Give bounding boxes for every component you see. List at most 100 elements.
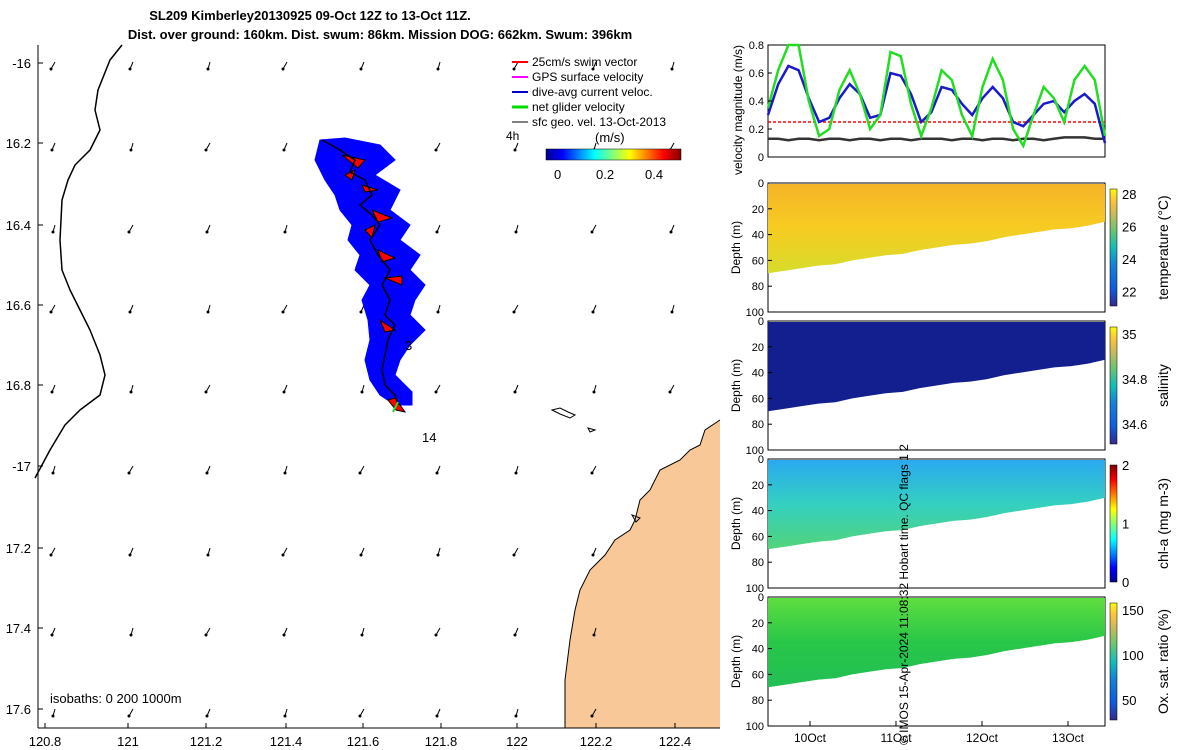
swim-vector <box>364 224 376 240</box>
colorbar-label: temperature (°C) <box>1155 195 1171 299</box>
net-glider-vector <box>392 401 399 413</box>
geo-arrow-head <box>283 471 287 475</box>
geo-arrow-head <box>435 471 439 475</box>
geo-arrow-head <box>359 553 363 557</box>
colorbar-label: chl-a (mg m-3) <box>1155 478 1171 569</box>
time-label: 4h <box>506 129 519 143</box>
colorbar-tick-label: 34.8 <box>1122 372 1147 387</box>
map-x-tick-label: 122.4 <box>659 734 692 749</box>
colorbar-tick: 0.2 <box>596 167 614 182</box>
depth-tick-label: 100 <box>746 583 764 595</box>
geo-arrow-head <box>281 310 285 314</box>
colorbar-label: Ox. sat. ratio (%) <box>1155 609 1171 714</box>
depth-tick-label: 0 <box>758 316 764 328</box>
depth-tick-label: 80 <box>752 557 764 569</box>
colorbar-tick: 0.4 <box>645 167 663 182</box>
depth-axis-label: Depth (m) <box>729 221 743 274</box>
section-data <box>768 184 1105 274</box>
map-y-tick-label: 16.6 <box>6 298 31 313</box>
legend-dive: dive-avg current veloc. <box>532 85 653 99</box>
velocity-panel: 0 0.2 0.4 0.6 0.8 velocity magnitude (m/s) <box>731 40 1107 175</box>
legend-net: net glider velocity <box>532 100 625 114</box>
map-y-tick-label: 17.2 <box>6 541 31 556</box>
geo-arrow-head <box>512 67 516 71</box>
glider-track <box>321 139 399 406</box>
geo-arrow-head <box>591 67 595 71</box>
right-panels: 0 0.2 0.4 0.6 0.8 velocity magnitude (m/s) 0… <box>729 40 1171 745</box>
title-line-1: SL209 Kimberley20130925 09-Oct 12Z to 13… <box>149 8 471 23</box>
map-legend: 25cm/s swim vector GPS surface velocity … <box>506 55 666 145</box>
map-x-tick-label: 120.8 <box>29 734 62 749</box>
geo-arrow-head <box>206 553 210 557</box>
geo-arrow-head <box>51 230 55 234</box>
geo-arrow-head <box>512 310 516 314</box>
swim-vectors <box>341 154 407 413</box>
geo-arrow-head <box>434 148 438 152</box>
legend-swim: 25cm/s swim vector <box>532 55 637 69</box>
geo-arrow-head <box>49 310 53 314</box>
geo-arrow-head <box>512 553 516 557</box>
swim-vector <box>378 318 397 333</box>
geo-arrow-head <box>127 230 131 234</box>
geo-arrow-head <box>514 230 518 234</box>
geo-arrow-head <box>49 67 53 71</box>
geo-arrow-head <box>436 67 440 71</box>
section-panel: 0 20 40 60 80 100 Depth (m) 28 26 24 22 temperature… <box>729 178 1171 319</box>
geo-arrow-head <box>281 553 285 557</box>
geo-arrow-head <box>282 633 286 637</box>
depth-tick-label: 20 <box>752 480 764 492</box>
depth-tick-label: 20 <box>752 618 764 630</box>
geo-velocity-arrows <box>49 61 675 718</box>
isobaths-label: isobaths: 0 200 1000m <box>50 691 182 706</box>
geo-arrow-head <box>670 310 674 314</box>
geo-arrow-head <box>128 310 132 314</box>
map-y-tick-label: 16.8 <box>6 378 31 393</box>
swim-vector <box>341 154 366 169</box>
map-y-tick-label: 17.6 <box>6 702 31 717</box>
geo-arrow-head <box>435 714 439 718</box>
geo-arrow-head <box>513 390 517 394</box>
colorbar-tick-label: 1 <box>1122 517 1129 532</box>
section-colorbar <box>1109 326 1118 445</box>
geo-arrow-head <box>668 390 672 394</box>
geo-arrow-head <box>129 390 133 394</box>
geo-arrow-head <box>590 714 594 718</box>
geo-arrow-head <box>436 553 440 557</box>
geo-arrow-head <box>283 230 287 234</box>
section-panel: 0 20 40 60 80 100 Depth (m) 150 100 50 Ox. sat. ra… <box>729 592 1171 733</box>
colorbar-label: salinity <box>1155 364 1171 407</box>
depth-tick-label: 60 <box>752 255 764 267</box>
island <box>630 514 641 523</box>
time-tick-label: 10Oct <box>794 731 827 745</box>
map-y-tick-label: -17 <box>12 459 31 474</box>
geo-arrow-head <box>204 633 208 637</box>
section-colorbar <box>1109 188 1118 307</box>
velocity-y-tick-label: 0 <box>758 152 764 164</box>
geo-arrow-head <box>360 390 364 394</box>
geo-arrow-head <box>281 67 285 71</box>
colorbar-tick-label: 22 <box>1122 284 1136 299</box>
swim-vector <box>361 184 379 193</box>
geo-arrow-head <box>513 633 517 637</box>
map-x-tick-label: 122 <box>506 734 528 749</box>
geo-arrow-head <box>50 390 54 394</box>
geo-arrow-head <box>205 471 209 475</box>
section-data <box>768 460 1105 550</box>
geo-arrow-head <box>206 310 210 314</box>
depth-axis-label: Depth (m) <box>729 635 743 688</box>
colorbar-tick-label: 26 <box>1122 219 1136 234</box>
coastline <box>564 419 721 728</box>
geo-arrow-head <box>283 714 287 718</box>
geo-arrow-head <box>51 471 55 475</box>
map-y-tick-label: -16 <box>12 56 31 71</box>
depth-tick-label: 60 <box>752 393 764 405</box>
velocity-line <box>766 64 1107 144</box>
depth-tick-label: 20 <box>752 204 764 216</box>
colorbar-tick-label: 0 <box>1122 575 1129 590</box>
annotation-3: 3 <box>405 338 412 353</box>
time-tick-label: 11Oct <box>880 731 912 745</box>
geo-arrow-head <box>434 633 438 637</box>
section-panel: 0 20 40 60 80 100 Depth (m) 2 1 0 chl-a (mg m-3) <box>729 454 1171 595</box>
geo-arrow-head <box>129 148 133 152</box>
